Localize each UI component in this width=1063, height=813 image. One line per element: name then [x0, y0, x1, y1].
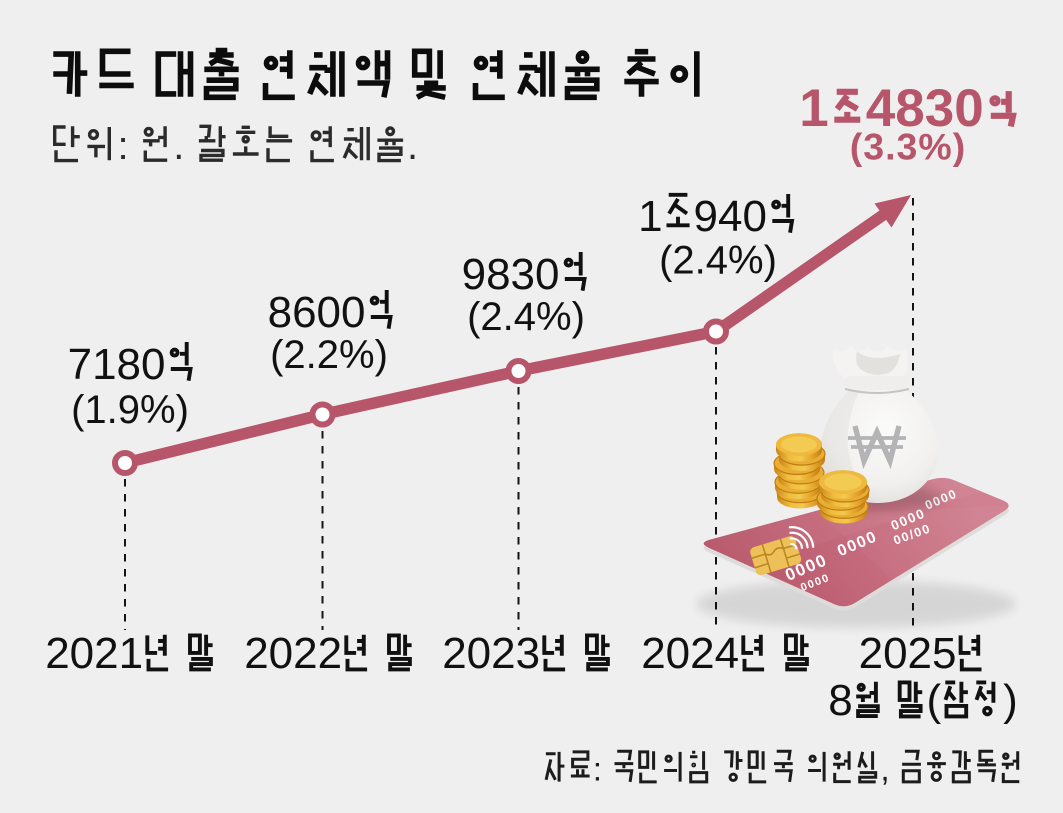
svg-text:7180: 7180: [68, 340, 166, 389]
svg-text:2021: 2021: [45, 629, 143, 678]
svg-text:): ): [1003, 676, 1018, 725]
svg-text:(2.4%): (2.4%): [467, 295, 585, 339]
svg-text:(2.2%): (2.2%): [270, 333, 388, 377]
svg-text:8: 8: [828, 676, 852, 725]
svg-text::: :: [118, 124, 129, 168]
svg-text::: :: [593, 752, 612, 789]
svg-text:,: ,: [880, 752, 899, 789]
svg-text:.: .: [407, 124, 418, 168]
svg-text:2024: 2024: [641, 629, 739, 678]
svg-text:2025: 2025: [859, 629, 957, 678]
svg-text:(: (: [927, 676, 942, 725]
svg-text:2023: 2023: [442, 629, 540, 678]
svg-text:(2.4%): (2.4%): [659, 239, 777, 283]
svg-text:8600: 8600: [268, 288, 366, 337]
svg-text:1: 1: [638, 192, 662, 241]
svg-text:.: .: [173, 124, 184, 168]
svg-text:4830: 4830: [866, 79, 984, 138]
svg-text:940: 940: [694, 192, 767, 241]
svg-text:1: 1: [799, 79, 828, 138]
svg-text:9830: 9830: [462, 250, 560, 299]
svg-text:(1.9%): (1.9%): [71, 388, 189, 432]
svg-text:(3.3%): (3.3%): [850, 126, 966, 168]
svg-text:2022: 2022: [244, 629, 342, 678]
